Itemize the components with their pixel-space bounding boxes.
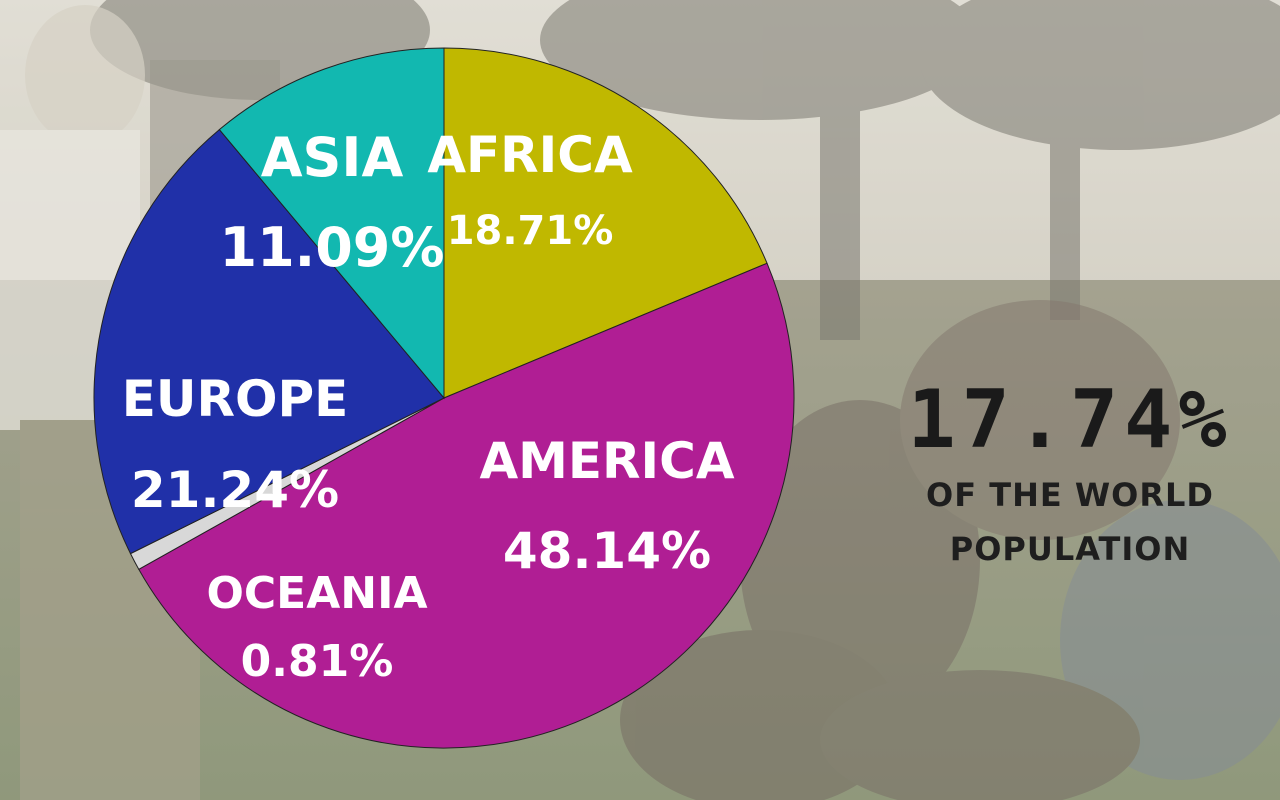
world-population-stat: 17.74% OF THE WORLD POPULATION: [880, 372, 1260, 576]
slice-label-asia: ASIA: [261, 126, 404, 189]
pie-slice-europe: [93, 128, 445, 555]
slice-label-africa: AFRICA: [427, 126, 633, 184]
slice-value-asia: 11.09%: [220, 216, 445, 279]
pie-slice-asia: [218, 47, 445, 400]
crowd-silhouettes: [620, 300, 1280, 800]
stat-caption-line-1: OF THE WORLD: [926, 476, 1214, 514]
slice-value-oceania: 0.81%: [241, 636, 394, 687]
pie-slice-africa: [443, 47, 768, 399]
stat-percentage: 17.74%: [907, 373, 1233, 466]
stat-caption-line-2: POPULATION: [949, 530, 1191, 568]
slice-value-america: 48.14%: [503, 522, 711, 580]
slice-value-europe: 21.24%: [131, 461, 339, 519]
slice-label-europe: EUROPE: [122, 370, 349, 428]
tree-canopy: [90, 0, 1280, 340]
slice-value-africa: 18.71%: [447, 208, 614, 254]
slice-label-oceania: OCEANIA: [206, 568, 427, 619]
slice-label-america: AMERICA: [479, 432, 734, 490]
pie-slice-america: [138, 262, 795, 749]
